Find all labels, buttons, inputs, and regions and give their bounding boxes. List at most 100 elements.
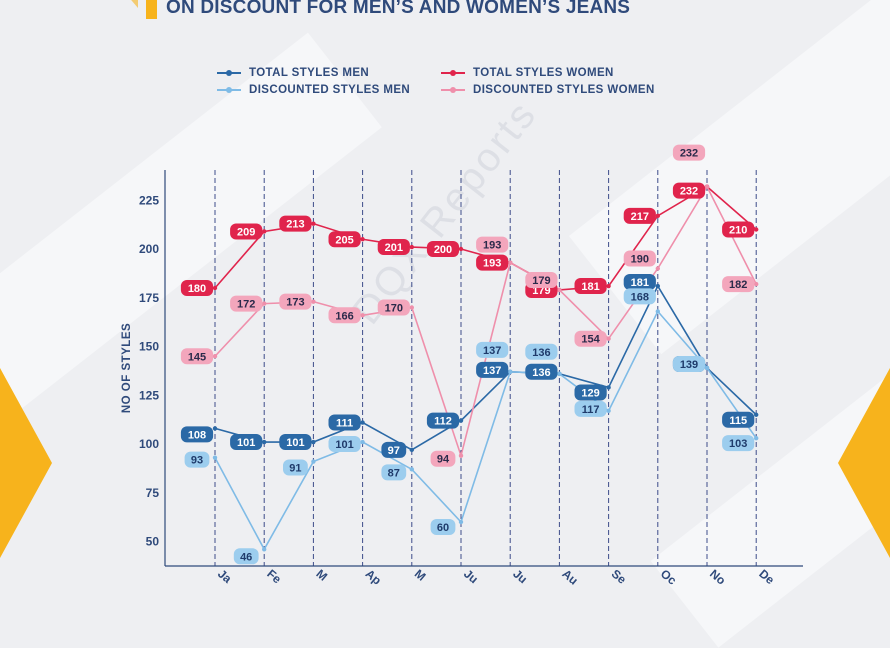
data-label-text: 232 bbox=[680, 148, 698, 160]
data-label-bg bbox=[279, 293, 312, 310]
data-label-text: 91 bbox=[289, 463, 301, 475]
data-label: 101 bbox=[279, 434, 312, 451]
x-tick-label: Fe bbox=[264, 567, 284, 585]
x-tick-label: Oc bbox=[658, 567, 680, 585]
data-label-bg bbox=[672, 355, 706, 372]
x-tick-label: M bbox=[412, 567, 429, 584]
data-label-text: 232 bbox=[680, 186, 698, 198]
data-label-bg bbox=[180, 280, 214, 296]
data-point bbox=[754, 281, 759, 287]
data-label: 232 bbox=[672, 144, 706, 161]
y-tick-label: 50 bbox=[146, 535, 160, 549]
legend-item-total-women: TOTAL STYLES WOMEN bbox=[441, 67, 614, 79]
legend-line-discounted-men bbox=[217, 87, 241, 93]
data-label-text: 46 bbox=[240, 551, 252, 563]
data-point bbox=[409, 244, 414, 250]
data-label-text: 93 bbox=[191, 455, 203, 467]
data-label: 173 bbox=[279, 293, 312, 310]
data-point bbox=[311, 221, 316, 226]
data-label: 217 bbox=[623, 207, 656, 224]
data-point bbox=[655, 309, 660, 314]
data-label-text: 87 bbox=[388, 467, 400, 479]
data-label: 115 bbox=[722, 411, 755, 428]
data-label-text: 137 bbox=[483, 345, 501, 357]
data-point bbox=[754, 412, 759, 417]
data-point bbox=[458, 246, 464, 252]
data-point bbox=[409, 305, 414, 310]
data-label: 137 bbox=[476, 361, 509, 378]
data-label-text: 112 bbox=[434, 416, 452, 428]
data-point bbox=[754, 435, 759, 441]
y-tick-label: 225 bbox=[139, 193, 159, 207]
data-label-bg bbox=[381, 441, 407, 458]
y-tick-label: 150 bbox=[139, 340, 159, 354]
data-label: 139 bbox=[672, 355, 706, 372]
data-label: 145 bbox=[180, 348, 214, 365]
data-point bbox=[557, 371, 562, 376]
data-label-bg bbox=[574, 384, 607, 401]
data-label: 201 bbox=[377, 239, 410, 256]
data-point bbox=[655, 213, 660, 219]
legend-item-discounted-women: DISCOUNTED STYLES WOMEN bbox=[441, 84, 655, 96]
data-label-text: 182 bbox=[729, 279, 747, 291]
data-label: 180 bbox=[180, 280, 214, 296]
data-label-bg bbox=[623, 250, 656, 267]
legend-line-total-women bbox=[441, 70, 465, 76]
data-point bbox=[360, 237, 365, 242]
data-point bbox=[212, 285, 218, 291]
data-point bbox=[311, 439, 316, 445]
data-point bbox=[655, 283, 660, 289]
data-label-text: 117 bbox=[582, 404, 600, 416]
data-label: 210 bbox=[722, 221, 755, 238]
data-label-text: 115 bbox=[729, 415, 747, 427]
data-label-text: 154 bbox=[581, 334, 600, 346]
data-label-bg bbox=[377, 239, 410, 256]
data-label-bg bbox=[184, 451, 210, 468]
data-point bbox=[409, 467, 414, 472]
data-label-text: 172 bbox=[237, 299, 255, 311]
data-label-bg bbox=[233, 548, 259, 565]
data-label-bg bbox=[279, 434, 312, 451]
data-label: 181 bbox=[574, 278, 607, 295]
data-point bbox=[262, 547, 267, 552]
x-tick-label: M bbox=[313, 567, 330, 584]
data-point bbox=[508, 260, 513, 265]
data-point bbox=[409, 447, 414, 453]
data-label-bg bbox=[279, 215, 312, 232]
data-label-text: 170 bbox=[385, 303, 403, 315]
data-label-bg bbox=[430, 519, 456, 535]
title-accent-corner bbox=[126, 0, 138, 8]
data-label-bg bbox=[426, 412, 460, 429]
data-label: 60 bbox=[430, 519, 456, 535]
data-point bbox=[754, 227, 759, 232]
data-label-bg bbox=[574, 400, 607, 417]
data-label-text: 145 bbox=[188, 351, 206, 363]
data-label: 101 bbox=[328, 436, 361, 453]
chart-legend: TOTAL STYLES MEN DISCOUNTED STYLES MEN T… bbox=[217, 67, 687, 103]
data-point bbox=[458, 418, 464, 423]
data-label-text: 101 bbox=[335, 439, 353, 451]
data-point bbox=[606, 336, 611, 341]
chart-title: ON DISCOUNT FOR MEN’S AND WOMEN’S JEANS bbox=[166, 0, 631, 18]
data-point bbox=[360, 439, 365, 445]
data-label: 108 bbox=[180, 426, 214, 443]
data-label-text: 94 bbox=[437, 454, 450, 466]
data-label: 166 bbox=[328, 307, 361, 324]
data-label-text: 166 bbox=[335, 310, 353, 322]
data-label-bg bbox=[574, 330, 607, 347]
data-label: 136 bbox=[525, 343, 558, 360]
data-point bbox=[655, 266, 660, 271]
data-label-bg bbox=[672, 144, 706, 161]
data-label: 200 bbox=[426, 241, 460, 257]
y-tick-label: 175 bbox=[139, 291, 159, 305]
data-label-bg bbox=[476, 254, 509, 271]
data-label-text: 101 bbox=[286, 437, 304, 449]
data-label-bg bbox=[180, 426, 214, 443]
line-chart: 50 75 100 125 150 175 200 225 Ja Fe M Ap M Ju Ju Au Se Oc… bbox=[121, 144, 803, 585]
data-label-text: 60 bbox=[437, 522, 449, 534]
data-label-text: 180 bbox=[188, 283, 206, 295]
data-label: 129 bbox=[574, 384, 607, 401]
data-label: 112 bbox=[426, 412, 460, 429]
data-label-bg bbox=[722, 435, 755, 452]
data-label: 111 bbox=[328, 414, 361, 431]
